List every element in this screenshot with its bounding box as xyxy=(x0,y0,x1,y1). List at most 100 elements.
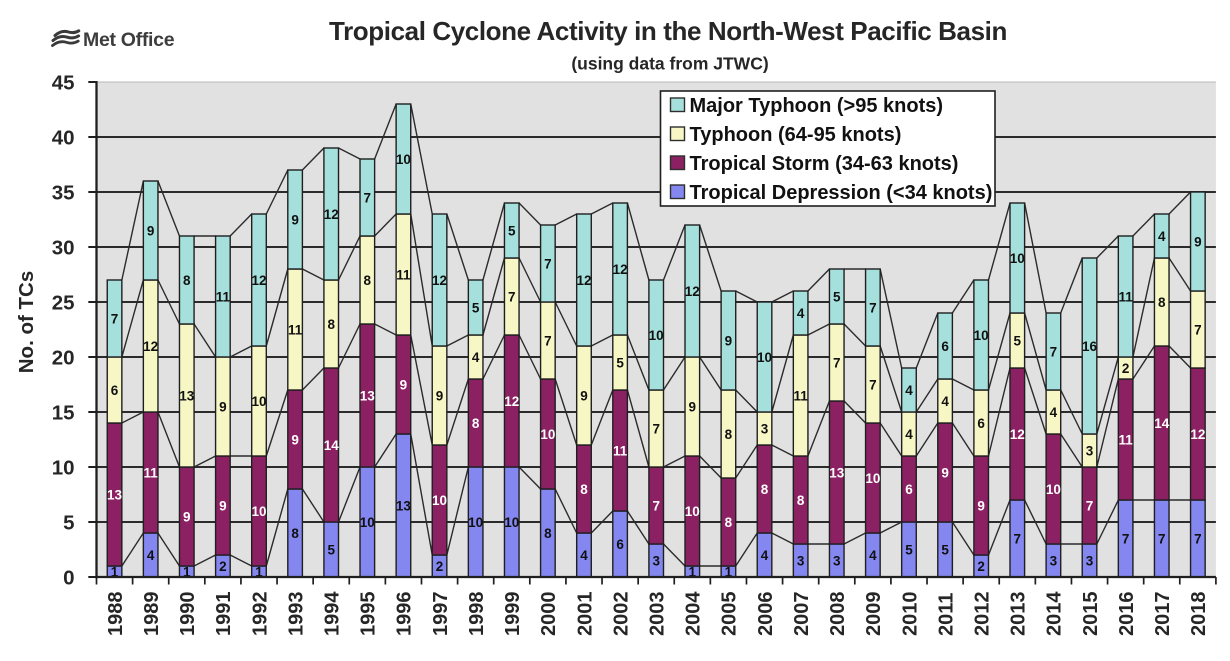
svg-text:8: 8 xyxy=(544,526,552,541)
svg-text:3: 3 xyxy=(1050,553,1058,568)
svg-text:12: 12 xyxy=(613,262,628,277)
svg-text:3: 3 xyxy=(833,553,841,568)
svg-text:1: 1 xyxy=(183,564,191,579)
svg-text:10: 10 xyxy=(504,515,519,530)
svg-text:14: 14 xyxy=(324,438,340,453)
svg-text:1999: 1999 xyxy=(502,592,524,637)
svg-text:4: 4 xyxy=(1050,405,1058,420)
svg-text:1992: 1992 xyxy=(249,592,271,637)
svg-text:9: 9 xyxy=(580,388,588,403)
svg-text:7: 7 xyxy=(833,355,841,370)
svg-text:5: 5 xyxy=(472,300,480,315)
svg-text:2: 2 xyxy=(219,559,227,574)
svg-text:12: 12 xyxy=(1010,427,1025,442)
svg-text:1988: 1988 xyxy=(105,592,127,637)
svg-text:7: 7 xyxy=(544,333,552,348)
svg-text:1996: 1996 xyxy=(394,592,416,637)
svg-text:2004: 2004 xyxy=(683,591,705,636)
svg-text:Tropical Storm (34-63 knots): Tropical Storm (34-63 knots) xyxy=(690,153,959,175)
svg-text:2013: 2013 xyxy=(1008,592,1030,637)
svg-text:10: 10 xyxy=(685,504,700,519)
svg-text:35: 35 xyxy=(52,181,75,204)
svg-text:8: 8 xyxy=(1158,295,1166,310)
svg-text:2008: 2008 xyxy=(827,592,849,637)
svg-text:2: 2 xyxy=(436,559,444,574)
svg-text:5: 5 xyxy=(508,223,516,238)
svg-text:7: 7 xyxy=(1194,531,1202,546)
svg-text:14: 14 xyxy=(1154,416,1170,431)
svg-text:4: 4 xyxy=(147,548,155,563)
svg-text:12: 12 xyxy=(432,273,447,288)
svg-text:10: 10 xyxy=(251,504,266,519)
svg-text:9: 9 xyxy=(725,333,733,348)
svg-text:7: 7 xyxy=(1014,531,1022,546)
svg-text:9: 9 xyxy=(291,432,299,447)
svg-text:10: 10 xyxy=(468,515,483,530)
svg-text:5: 5 xyxy=(616,355,624,370)
svg-text:6: 6 xyxy=(941,339,949,354)
svg-text:12: 12 xyxy=(504,394,519,409)
svg-text:3: 3 xyxy=(1086,443,1094,458)
svg-text:1998: 1998 xyxy=(466,592,488,637)
svg-text:7: 7 xyxy=(1050,344,1058,359)
svg-text:13: 13 xyxy=(829,465,845,480)
svg-text:3: 3 xyxy=(652,553,660,568)
svg-text:2015: 2015 xyxy=(1080,592,1102,637)
svg-text:12: 12 xyxy=(143,339,158,354)
svg-text:10: 10 xyxy=(52,456,75,479)
svg-text:20: 20 xyxy=(52,346,75,369)
svg-text:12: 12 xyxy=(324,207,339,222)
svg-text:2018: 2018 xyxy=(1188,592,1210,637)
svg-text:7: 7 xyxy=(1158,531,1166,546)
svg-text:3: 3 xyxy=(761,421,769,436)
svg-text:1995: 1995 xyxy=(358,592,380,637)
svg-text:2012: 2012 xyxy=(971,592,993,637)
svg-text:2017: 2017 xyxy=(1152,592,1174,637)
svg-text:13: 13 xyxy=(396,498,412,513)
svg-text:7: 7 xyxy=(652,498,660,513)
svg-text:2010: 2010 xyxy=(899,592,921,637)
svg-text:5: 5 xyxy=(833,289,841,304)
svg-text:5: 5 xyxy=(1014,333,1022,348)
svg-text:9: 9 xyxy=(941,465,949,480)
svg-text:1991: 1991 xyxy=(213,592,235,637)
svg-text:11: 11 xyxy=(793,388,808,403)
svg-text:45: 45 xyxy=(52,71,75,94)
svg-text:10: 10 xyxy=(540,427,555,442)
svg-text:0: 0 xyxy=(63,566,74,589)
svg-text:10: 10 xyxy=(251,394,266,409)
svg-text:7: 7 xyxy=(111,311,119,326)
svg-text:7: 7 xyxy=(508,289,516,304)
svg-text:7: 7 xyxy=(1194,322,1202,337)
svg-text:11: 11 xyxy=(288,322,303,337)
svg-text:9: 9 xyxy=(183,509,191,524)
svg-text:13: 13 xyxy=(179,388,195,403)
svg-text:2002: 2002 xyxy=(610,592,632,637)
svg-text:10: 10 xyxy=(974,328,989,343)
svg-text:2009: 2009 xyxy=(863,592,885,637)
svg-text:1: 1 xyxy=(725,564,733,579)
svg-text:7: 7 xyxy=(544,256,552,271)
svg-text:4: 4 xyxy=(580,548,588,563)
svg-text:7: 7 xyxy=(364,190,372,205)
svg-text:8: 8 xyxy=(797,493,805,508)
svg-text:2003: 2003 xyxy=(647,592,669,637)
svg-text:8: 8 xyxy=(472,416,480,431)
svg-text:12: 12 xyxy=(251,273,266,288)
svg-text:2016: 2016 xyxy=(1116,592,1138,637)
svg-text:10: 10 xyxy=(757,350,772,365)
svg-text:13: 13 xyxy=(360,388,376,403)
svg-text:11: 11 xyxy=(1118,432,1133,447)
svg-text:Met Office: Met Office xyxy=(83,29,175,51)
svg-text:Typhoon (64-95 knots): Typhoon (64-95 knots) xyxy=(690,124,902,146)
svg-text:2007: 2007 xyxy=(791,592,813,637)
svg-text:(using data from JTWC): (using data from JTWC) xyxy=(571,54,768,74)
svg-text:Major Typhoon (>95 knots): Major Typhoon (>95 knots) xyxy=(690,95,944,117)
svg-text:1997: 1997 xyxy=(430,592,452,637)
svg-text:11: 11 xyxy=(216,289,231,304)
svg-text:10: 10 xyxy=(865,471,880,486)
svg-text:10: 10 xyxy=(396,152,411,167)
svg-text:9: 9 xyxy=(291,212,299,227)
svg-text:25: 25 xyxy=(52,291,75,314)
svg-text:Tropical Depression (<34 knots: Tropical Depression (<34 knots) xyxy=(690,182,993,204)
